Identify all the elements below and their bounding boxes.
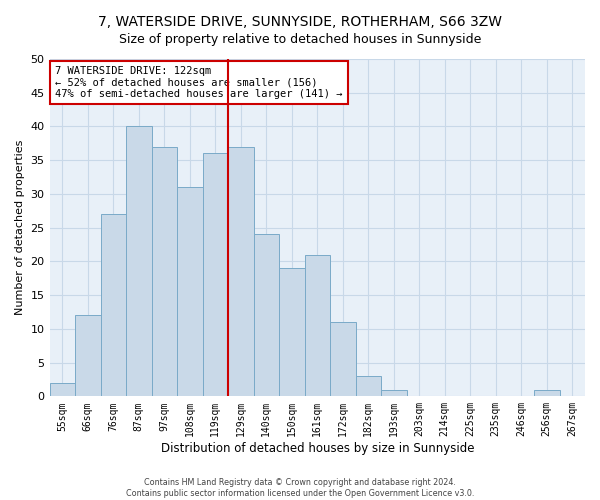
Text: 7 WATERSIDE DRIVE: 122sqm
← 52% of detached houses are smaller (156)
47% of semi: 7 WATERSIDE DRIVE: 122sqm ← 52% of detac…	[55, 66, 343, 99]
Bar	[50, 383, 75, 396]
Bar	[356, 376, 381, 396]
X-axis label: Distribution of detached houses by size in Sunnyside: Distribution of detached houses by size …	[161, 442, 474, 455]
Bar	[534, 390, 560, 396]
Bar	[126, 126, 152, 396]
Bar	[254, 234, 279, 396]
Text: Size of property relative to detached houses in Sunnyside: Size of property relative to detached ho…	[119, 32, 481, 46]
Bar	[381, 390, 407, 396]
Bar	[75, 316, 101, 396]
Bar	[177, 187, 203, 396]
Text: Contains HM Land Registry data © Crown copyright and database right 2024.
Contai: Contains HM Land Registry data © Crown c…	[126, 478, 474, 498]
Bar	[279, 268, 305, 396]
Bar	[203, 154, 228, 396]
Bar	[101, 214, 126, 396]
Bar	[330, 322, 356, 396]
Bar	[305, 254, 330, 396]
Bar	[228, 146, 254, 396]
Text: 7, WATERSIDE DRIVE, SUNNYSIDE, ROTHERHAM, S66 3ZW: 7, WATERSIDE DRIVE, SUNNYSIDE, ROTHERHAM…	[98, 15, 502, 29]
Y-axis label: Number of detached properties: Number of detached properties	[15, 140, 25, 316]
Bar	[152, 146, 177, 396]
